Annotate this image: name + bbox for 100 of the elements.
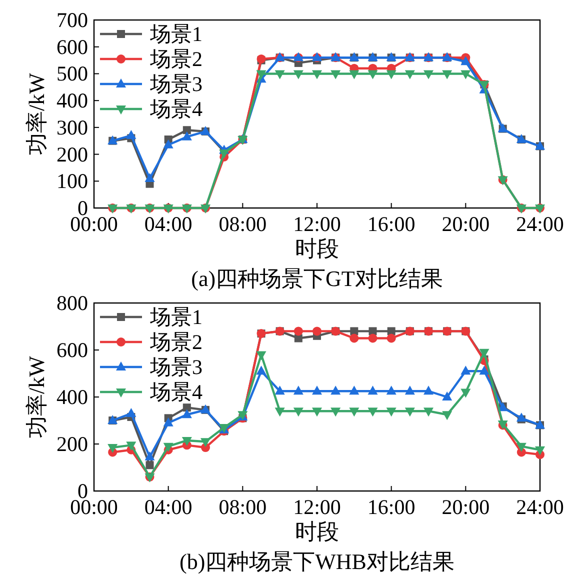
x-tick-label: 16:00 xyxy=(367,212,416,236)
y-axis-title: 功率/kW xyxy=(24,356,49,438)
point xyxy=(424,408,434,417)
point xyxy=(182,404,191,412)
point xyxy=(442,392,452,400)
point xyxy=(330,386,341,395)
point xyxy=(182,126,191,134)
point xyxy=(386,408,396,417)
point xyxy=(386,70,396,80)
legend-label: 场景2 xyxy=(149,47,202,71)
point xyxy=(368,70,378,80)
x-tick-label: 24:00 xyxy=(516,495,564,519)
point xyxy=(404,386,415,395)
point xyxy=(126,442,136,451)
point xyxy=(349,386,360,395)
point xyxy=(516,442,526,452)
point xyxy=(294,334,302,342)
y-tick-label: 800 xyxy=(56,291,88,315)
point xyxy=(144,451,155,460)
x-tick-label: 20:00 xyxy=(442,495,490,519)
point xyxy=(387,327,396,336)
point xyxy=(182,409,192,418)
y-tick-label: 200 xyxy=(56,432,88,456)
text: (b)四种场景下WHB对比结果 xyxy=(180,549,454,574)
legend-label: 场景3 xyxy=(149,355,202,379)
point xyxy=(219,149,230,158)
point xyxy=(144,172,155,182)
point xyxy=(126,130,136,139)
point xyxy=(163,417,174,426)
point xyxy=(535,446,545,456)
point xyxy=(200,438,210,448)
x-tick-label: 16:00 xyxy=(367,495,416,519)
legend-label: 场景3 xyxy=(149,72,202,96)
point xyxy=(368,386,378,395)
point xyxy=(126,408,136,417)
point xyxy=(312,408,322,417)
y-tick-label: 400 xyxy=(56,385,88,409)
y-tick-label: 300 xyxy=(56,115,88,140)
point xyxy=(274,70,285,80)
x-tick-label: 12:00 xyxy=(293,212,341,236)
y-tick-label: 600 xyxy=(56,34,88,59)
point xyxy=(256,70,266,80)
x-tick-label: 24:00 xyxy=(516,212,564,236)
x-tick-label: 04:00 xyxy=(144,212,192,236)
point xyxy=(386,386,396,395)
point xyxy=(424,386,434,395)
point xyxy=(349,70,360,80)
y-tick-label: 200 xyxy=(56,142,88,166)
point xyxy=(163,139,174,148)
point xyxy=(368,408,378,417)
point xyxy=(479,366,490,375)
point xyxy=(312,386,322,395)
point xyxy=(293,386,304,395)
y-axis-title: 功率/kW xyxy=(24,72,49,155)
point xyxy=(424,70,434,80)
x-axis-title: 时段 xyxy=(295,236,339,261)
point xyxy=(404,408,415,417)
point xyxy=(349,408,360,417)
text: (a)四种场景下GT对比结果 xyxy=(191,266,443,291)
x-axis-title: 时段 xyxy=(295,519,339,544)
point xyxy=(460,388,471,398)
point xyxy=(293,70,304,80)
x-tick-label: 04:00 xyxy=(144,495,192,519)
point xyxy=(146,461,154,470)
legend-label: 场景4 xyxy=(149,97,203,121)
point xyxy=(460,366,471,375)
point xyxy=(256,366,266,375)
point xyxy=(330,70,341,80)
legend-label: 场景2 xyxy=(149,330,202,354)
y-tick-label: 400 xyxy=(56,88,88,113)
point xyxy=(368,327,377,336)
point xyxy=(312,70,322,80)
y-tick-label: 700 xyxy=(56,8,88,32)
legend-label: 场景4 xyxy=(149,380,203,404)
x-tick-label: 08:00 xyxy=(218,212,267,236)
legend-label: 场景1 xyxy=(149,305,202,329)
point xyxy=(182,436,192,446)
point xyxy=(516,412,526,422)
point xyxy=(108,444,118,454)
point xyxy=(293,408,304,417)
point xyxy=(368,334,378,343)
point xyxy=(330,408,341,417)
point xyxy=(274,386,285,395)
point xyxy=(294,326,303,336)
point xyxy=(312,326,322,336)
point xyxy=(442,411,452,420)
point xyxy=(182,131,192,140)
point xyxy=(350,327,358,336)
point xyxy=(404,70,415,80)
y-tick-label: 600 xyxy=(56,338,88,362)
y-tick-label: 100 xyxy=(56,169,88,194)
point xyxy=(256,351,266,360)
y-tick-label: 500 xyxy=(56,62,88,86)
legend-label: 场景1 xyxy=(149,22,202,46)
point xyxy=(350,334,359,343)
x-tick-label: 20:00 xyxy=(442,212,490,236)
point xyxy=(460,70,471,80)
point xyxy=(442,70,452,80)
point xyxy=(274,408,285,417)
x-tick-label: 08:00 xyxy=(218,495,267,519)
